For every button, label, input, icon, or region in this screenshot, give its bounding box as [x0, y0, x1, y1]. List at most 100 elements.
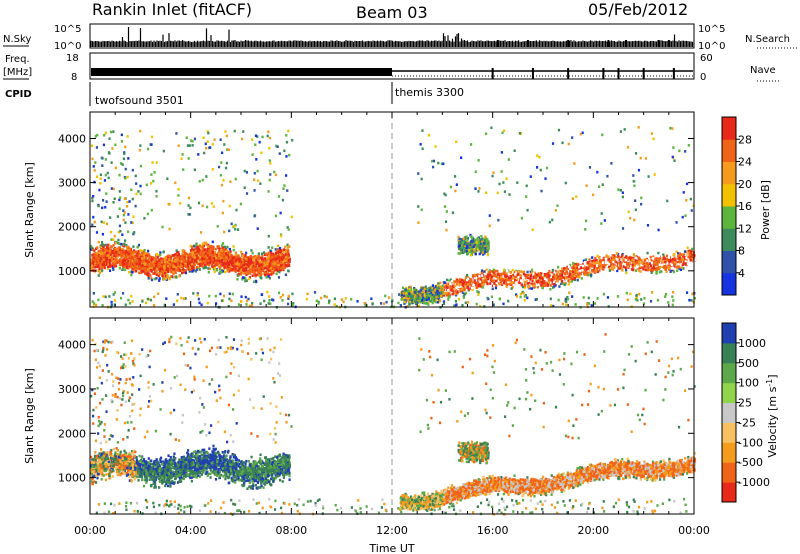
range-gate-cell — [523, 298, 526, 302]
range-gate-cell — [231, 292, 234, 296]
range-gate-cell — [189, 252, 192, 256]
range-gate-cell — [91, 157, 94, 161]
range-gate-cell — [245, 257, 248, 261]
range-gate-cell — [278, 270, 281, 274]
range-gate-cell — [340, 298, 344, 301]
freq-tick-top: 18 — [66, 53, 79, 64]
range-gate-cell — [214, 263, 217, 266]
range-gate-cell — [274, 264, 277, 268]
range-gate-cell — [126, 246, 129, 249]
range-gate-cell — [261, 135, 264, 139]
range-gate-cell — [607, 305, 610, 308]
range-gate-cell — [163, 264, 166, 268]
range-gate-cell — [144, 262, 147, 265]
range-gate-cell — [104, 295, 107, 299]
range-gate-cell — [227, 305, 230, 308]
range-gate-cell — [135, 182, 138, 185]
range-gate-cell — [135, 263, 138, 266]
range-gate-cell — [200, 257, 203, 260]
range-gate-cell — [204, 266, 208, 269]
range-gate-cell — [189, 253, 192, 257]
range-gate-cell — [439, 281, 442, 285]
range-gate-cell — [287, 228, 290, 231]
range-gate-cell — [228, 247, 231, 251]
range-gate-cell — [178, 274, 181, 278]
range-gate-cell — [110, 161, 113, 164]
range-gate-cell — [267, 263, 270, 267]
range-gate-cell — [250, 261, 253, 264]
range-gate-cell — [171, 263, 174, 267]
range-gate-cell — [146, 260, 150, 263]
range-gate-cell — [230, 261, 233, 264]
range-gate-cell — [286, 255, 289, 258]
range-gate-cell — [199, 250, 202, 254]
range-gate-cell — [219, 252, 222, 256]
range-gate-cell — [320, 296, 323, 300]
range-gate-cell — [185, 136, 188, 140]
range-gate-cell — [113, 254, 116, 258]
range-gate-cell — [186, 262, 190, 266]
range-gate-cell — [224, 266, 227, 269]
range-gate-cell — [172, 303, 175, 306]
range-gate-cell — [168, 260, 171, 263]
range-gate-cell — [117, 230, 120, 234]
range-gate-cell — [135, 258, 139, 262]
range-gate-cell — [218, 247, 221, 251]
range-gate-cell — [144, 301, 148, 305]
range-gate-cell — [431, 301, 434, 305]
range-gate-cell — [256, 169, 259, 173]
range-gate-cell — [384, 294, 387, 298]
range-gate-cell — [206, 301, 209, 305]
range-gate-cell — [274, 214, 278, 218]
range-gate-cell — [143, 248, 146, 252]
range-gate-cell — [159, 253, 162, 257]
range-gate-cell — [103, 179, 107, 182]
range-gate-cell — [214, 255, 217, 258]
range-gate-cell — [210, 255, 214, 258]
range-gate-cell — [245, 192, 249, 195]
range-gate-cell — [124, 303, 127, 307]
range-gate-cell — [411, 301, 414, 305]
range-gate-cell — [287, 257, 290, 260]
range-gate-cell — [94, 261, 97, 265]
range-gate-cell — [201, 247, 204, 251]
range-gate-cell — [268, 298, 271, 302]
range-gate-cell — [108, 269, 112, 272]
range-gate-cell — [167, 264, 170, 268]
range-gate-cell — [228, 229, 231, 233]
range-gate-cell — [269, 256, 272, 260]
range-gate-cell — [265, 252, 268, 256]
range-gate-cell — [95, 247, 98, 251]
range-gate-cell — [122, 209, 125, 212]
range-gate-cell — [124, 221, 127, 224]
range-gate-cell — [277, 291, 281, 295]
range-gate-cell — [206, 254, 209, 257]
range-gate-cell — [209, 252, 212, 256]
range-gate-cell — [105, 200, 108, 203]
range-gate-cell — [113, 234, 116, 238]
range-gate-cell — [280, 264, 283, 267]
range-gate-cell — [570, 280, 573, 283]
range-gate-cell — [144, 270, 147, 273]
range-gate-cell — [455, 303, 458, 306]
range-gate-cell — [135, 254, 138, 257]
range-gate-cell — [228, 204, 231, 208]
range-gate-cell — [230, 253, 233, 257]
range-gate-cell — [139, 192, 142, 196]
range-gate-cell — [91, 199, 94, 203]
range-gate-cell — [124, 176, 127, 180]
range-gate-cell — [284, 256, 288, 259]
range-gate-cell — [333, 297, 337, 301]
range-gate-cell — [479, 304, 482, 308]
range-gate-cell — [146, 272, 150, 275]
range-gate-cell — [268, 159, 271, 162]
range-gate-cell — [156, 256, 159, 259]
nsky-frame — [89, 23, 695, 49]
range-gate-cell — [191, 245, 194, 249]
range-gate-cell — [211, 265, 214, 269]
range-gate-cell — [588, 258, 591, 261]
range-gate-cell — [175, 264, 179, 268]
range-gate-cell — [239, 271, 243, 274]
range-gate-cell — [244, 276, 247, 280]
range-gate-cell — [291, 138, 294, 142]
